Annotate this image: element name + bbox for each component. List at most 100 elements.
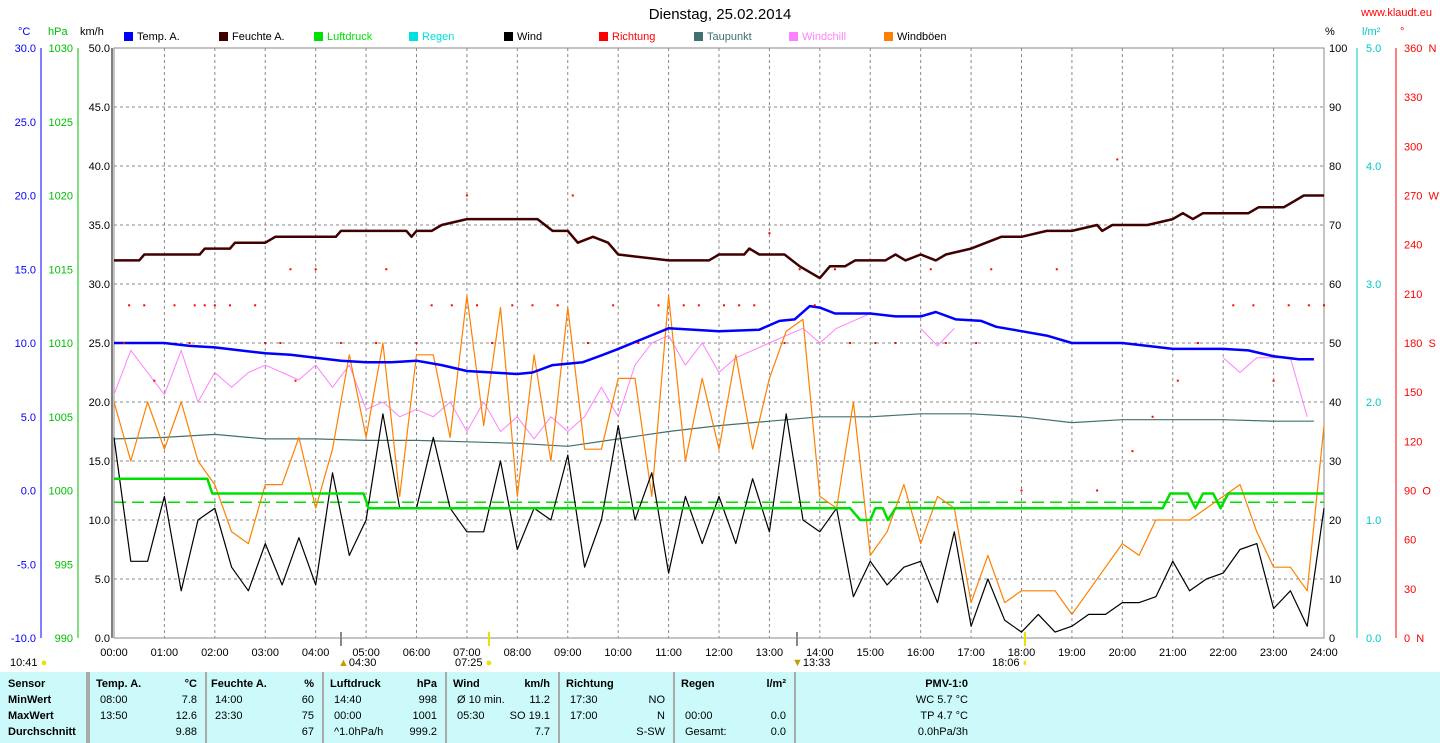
direction-point (1307, 304, 1310, 307)
temp-tick-label: 20.0 (15, 191, 36, 203)
sensor-column: Sensor MinWert MaxWert Durchschnitt (0, 672, 88, 743)
x-tick-label: 16:00 (907, 647, 935, 659)
x-tick-label: 13:00 (756, 647, 784, 659)
humidity-tick-label: 80 (1329, 161, 1341, 173)
direction-point (637, 342, 640, 344)
column-temp-a-: Temp. A. °C 08:00 7.8 13:50 12.6 9.88 (88, 672, 207, 743)
direction-tick-label: 240 (1404, 240, 1422, 252)
legend-item: Windböen (884, 31, 947, 43)
sun-icon: ● (485, 657, 493, 669)
direction-point (339, 342, 342, 344)
legend-label: Luftdruck (327, 31, 373, 43)
x-tick-label: 04:00 (302, 647, 330, 659)
direction-point (465, 194, 468, 197)
direction-point (1020, 489, 1023, 492)
legend-swatch (124, 32, 133, 41)
wind-tick-label: 10.0 (89, 515, 110, 527)
pressure-line (114, 477, 1324, 522)
cell-value: N (657, 710, 665, 722)
legend-item: Windchill (789, 31, 846, 43)
pressure-tick-label: 1020 (49, 191, 73, 203)
arrow-icon: ▼ (792, 657, 803, 669)
humidity-tick-label: 50 (1329, 338, 1341, 350)
cell-value: 12.6 (175, 710, 197, 722)
direction-tick-label: 60 (1404, 535, 1416, 547)
cell-time: 08:00 (100, 694, 128, 706)
direction-point (385, 268, 388, 271)
pmv-value: 0.0hPa/3h (917, 726, 968, 738)
cell-time: 13:50 (100, 710, 128, 722)
direction-point (193, 304, 196, 307)
direction-point (768, 232, 771, 235)
x-tick-label: 12:00 (705, 647, 733, 659)
direction-tick-label: 120 (1404, 436, 1422, 448)
wind-unit: km/h (80, 26, 104, 38)
column-header: Luftdruck (330, 678, 381, 690)
humidity-tick-label: 10 (1329, 574, 1341, 586)
column-header: Regen (681, 678, 715, 690)
wind-tick-label: 50.0 (89, 43, 110, 55)
cell-time: 00:00 (334, 710, 362, 722)
cell-value: 0.0 (770, 726, 786, 738)
sensor-row-label: MinWert (8, 694, 52, 706)
cell-value: 998 (418, 694, 437, 706)
x-tick-label: 02:00 (201, 647, 229, 659)
direction-point (1055, 268, 1058, 271)
rain-tick-label: 3.0 (1366, 279, 1381, 291)
direction-point (929, 268, 932, 271)
legend-item: Temp. A. (124, 31, 180, 43)
sensor-row-label: Durchschnitt (8, 726, 76, 738)
column-luftdruck: Luftdruck hPa 14:40 998 00:00 1001 ^1.0hPa/h 99… (324, 672, 447, 743)
direction-point (833, 268, 836, 271)
column-unit: km/h (524, 678, 550, 690)
direction-point (1287, 304, 1290, 307)
wind-tick-label: 5.0 (95, 574, 110, 586)
temp-tick-label: -10.0 (11, 633, 36, 645)
cell-value: 60 (301, 694, 314, 706)
legend-swatch (694, 32, 703, 41)
cell-value: 1001 (412, 710, 437, 722)
pressure-unit: hPa (48, 26, 68, 38)
legend-item: Regen (409, 31, 454, 43)
column-header: Wind (453, 678, 480, 690)
legend-item: Wind (504, 31, 542, 43)
direction-point (874, 342, 877, 344)
pressure-tick-label: 995 (55, 559, 73, 571)
wind-tick-label: 40.0 (89, 161, 110, 173)
pressure-tick-label: 1025 (49, 117, 73, 129)
legend-item: Taupunkt (694, 31, 752, 43)
site-link[interactable]: www.klaudt.eu (1361, 7, 1432, 19)
cell-value: 0.0 (770, 710, 786, 722)
direction-point (586, 342, 589, 344)
direction-point (188, 342, 191, 344)
direction-point (783, 342, 786, 344)
cell-time: 05:30 (457, 710, 485, 722)
column-wind: Wind km/h Ø 10 min. 11.2 05:30 SO 19.1 7.7 (447, 672, 560, 743)
direction-tick-label: 360 N (1404, 43, 1436, 55)
legend-label: Wind (517, 31, 543, 43)
rain-unit: l/m² (1362, 26, 1381, 38)
pmv-column: PMV-1:0 WC 5.7 °C TP 4.7 °C 0.0hPa/3h (796, 672, 1440, 743)
column-unit: l/m² (766, 678, 786, 690)
wind-line (113, 413, 1325, 633)
direction-unit: ° (1400, 26, 1405, 38)
temp-tick-label: -5.0 (17, 559, 36, 571)
wind-tick-label: 35.0 (89, 220, 110, 232)
dewpoint-line (113, 413, 1314, 447)
direction-point (571, 194, 574, 197)
cell-value: 75 (301, 710, 314, 722)
direction-point (476, 304, 478, 307)
x-tick-label: 06:00 (403, 647, 431, 659)
direction-point (153, 379, 156, 382)
rain-tick-label: 4.0 (1366, 161, 1381, 173)
sunset-time: 18:06 ◐ (992, 657, 1030, 669)
column-regen: Regen l/m² 00:00 0.0 Gesamt: 0.0 (675, 672, 796, 743)
pressure-tick-label: 1015 (49, 264, 73, 276)
direction-point (1232, 304, 1235, 307)
cell-time: 00:00 (685, 710, 713, 722)
legend-label: Windböen (897, 31, 947, 43)
weather-chart: -10.0 -5.0 0.0 5.0 10.0 15.0 20.0 25.0 30.0 990 99… (11, 43, 1440, 659)
chart-title: Dienstag, 25.02.2014 (648, 6, 792, 23)
direction-point (264, 342, 267, 344)
direction-point (723, 304, 726, 307)
